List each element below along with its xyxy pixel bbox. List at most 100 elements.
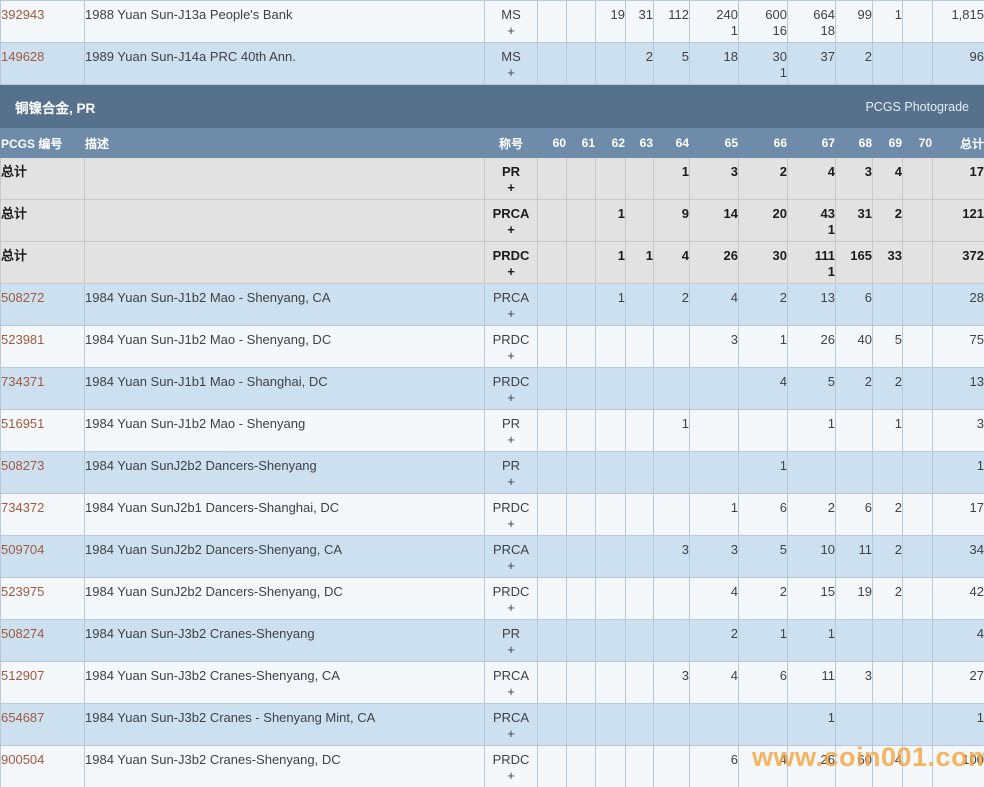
grade-cell-61 xyxy=(566,42,596,85)
grade-cell-67: 13 xyxy=(787,283,836,326)
pcgs-number-link[interactable]: 392943 xyxy=(1,7,45,22)
grade-cell-62 xyxy=(595,451,626,494)
designation-label: PR xyxy=(501,164,521,179)
plus-designation-label: + xyxy=(507,23,515,38)
grade-cell-61 xyxy=(566,199,596,242)
grade-count: 2 xyxy=(645,49,653,64)
grade-cell-67: 10 xyxy=(787,535,836,578)
pcgs-number-link[interactable]: 734372 xyxy=(1,500,45,515)
grade-count: 33 xyxy=(887,248,902,263)
grade-cell-62 xyxy=(595,42,626,85)
description-cell: 1984 Yuan Sun-J1b2 Mao - Shenyang, DC xyxy=(84,325,485,368)
grade-cell-69: 33 xyxy=(872,241,903,284)
grade-cell-65: 14 xyxy=(689,199,739,242)
grade-cell-60 xyxy=(537,0,567,43)
designation-label: PRDC xyxy=(492,332,530,347)
grade-cell-64 xyxy=(653,703,690,746)
grade-count: 2 xyxy=(779,290,787,305)
grade-cell-65: 4 xyxy=(689,661,739,704)
column-header-pcgs-number: PCGS 编号 xyxy=(0,128,85,158)
plus-grade-count: 18 xyxy=(820,23,835,38)
pcgs-number-link[interactable]: 508272 xyxy=(1,290,45,305)
grade-count: 3 xyxy=(681,668,689,683)
designation-cell: PRCA + xyxy=(484,199,538,242)
grade-count: 4 xyxy=(894,752,902,767)
grade-count: 1 xyxy=(894,416,902,431)
plus-designation-label: + xyxy=(507,684,515,699)
pcgs-number-cell: 900504 xyxy=(0,745,85,787)
grade-cell-61 xyxy=(566,451,596,494)
grade-cell-63 xyxy=(625,367,654,410)
grade-cell-66: 4 xyxy=(738,367,788,410)
total-cell: 1,815 xyxy=(932,0,984,43)
grade-cell-68: 11 xyxy=(835,535,873,578)
total-cell: 372 xyxy=(932,241,984,284)
designation-label: MS xyxy=(501,7,521,22)
pcgs-number-link[interactable]: 523981 xyxy=(1,332,45,347)
total-cell: 4 xyxy=(932,619,984,662)
grade-cell-65: 26 xyxy=(689,241,739,284)
grade-cell-65: 3 xyxy=(689,157,739,200)
pcgs-number-link[interactable]: 523975 xyxy=(1,584,45,599)
grade-count: 2 xyxy=(681,290,689,305)
plus-designation-label: + xyxy=(507,768,515,783)
pcgs-number-link[interactable]: 734371 xyxy=(1,374,45,389)
pcgs-number-link[interactable]: 654687 xyxy=(1,710,45,725)
grade-count: 43 xyxy=(820,206,835,221)
grade-count: 99 xyxy=(857,7,872,22)
grade-cell-60 xyxy=(537,451,567,494)
grade-cell-60 xyxy=(537,535,567,578)
description-cell: 1984 Yuan Sun-J3b2 Cranes-Shenyang, DC xyxy=(84,745,485,787)
grade-cell-69: 2 xyxy=(872,577,903,620)
section-header-bar: 铜镍合金, PR PCGS Photograde xyxy=(0,85,984,128)
grade-count: 60 xyxy=(857,752,872,767)
grade-count: 26 xyxy=(723,248,738,263)
grade-cell-66: 20 xyxy=(738,199,788,242)
designation-cell: PRCA + xyxy=(484,283,538,326)
grade-cell-62 xyxy=(595,325,626,368)
grade-cell-63: 1 xyxy=(625,241,654,284)
pcgs-number-link[interactable]: 508274 xyxy=(1,626,45,641)
pcgs-number-link[interactable]: 900504 xyxy=(1,752,45,767)
pcgs-number-link[interactable]: 149628 xyxy=(1,49,45,64)
grade-cell-60 xyxy=(537,493,567,536)
grade-cell-66: 30 1 xyxy=(738,42,788,85)
total-cell: 17 xyxy=(932,157,984,200)
designation-cell: MS + xyxy=(484,0,538,43)
grade-cell-60 xyxy=(537,283,567,326)
designation-cell: PRDC + xyxy=(484,367,538,410)
grade-cell-65: 3 xyxy=(689,325,739,368)
pcgs-number-link[interactable]: 512907 xyxy=(1,668,45,683)
description-cell: 1984 Yuan Sun-J3b2 Cranes-Shenyang xyxy=(84,619,485,662)
grade-cell-70 xyxy=(902,535,933,578)
pcgs-number-link[interactable]: 516951 xyxy=(1,416,45,431)
column-header-designation: 称号 xyxy=(484,128,538,158)
grade-cell-68 xyxy=(835,703,873,746)
grade-cell-67: 37 xyxy=(787,42,836,85)
grade-cell-66: 4 xyxy=(738,745,788,787)
grade-cell-66: 1 xyxy=(738,619,788,662)
pcgs-photograde-link[interactable]: PCGS Photograde xyxy=(865,99,969,114)
pcgs-number-cell: 508273 xyxy=(0,451,85,494)
grade-cell-65 xyxy=(689,451,739,494)
grade-count: 37 xyxy=(820,49,835,64)
description-cell: 1984 Yuan Sun-J3b2 Cranes - Shenyang Min… xyxy=(84,703,485,746)
table-row: 512907 1984 Yuan Sun-J3b2 Cranes-Shenyang… xyxy=(0,661,984,704)
table-row: 508272 1984 Yuan Sun-J1b2 Mao - Shenyang,… xyxy=(0,283,984,326)
grade-cell-68: 19 xyxy=(835,577,873,620)
pcgs-number-link[interactable]: 508273 xyxy=(1,458,45,473)
pcgs-number-link[interactable]: 509704 xyxy=(1,542,45,557)
grade-cell-67: 1 xyxy=(787,619,836,662)
grade-cell-64: 3 xyxy=(653,661,690,704)
grade-count: 4 xyxy=(894,164,902,179)
plus-grade-count: 1 xyxy=(779,65,787,80)
grade-cell-66: 2 xyxy=(738,283,788,326)
grade-count: 2 xyxy=(894,542,902,557)
grade-cell-66: 2 xyxy=(738,157,788,200)
total-cell: 100 xyxy=(932,745,984,787)
grade-cell-65: 2 xyxy=(689,619,739,662)
plus-designation-label: + xyxy=(507,348,515,363)
grade-count: 11 xyxy=(858,542,872,557)
grade-cell-60 xyxy=(537,619,567,662)
